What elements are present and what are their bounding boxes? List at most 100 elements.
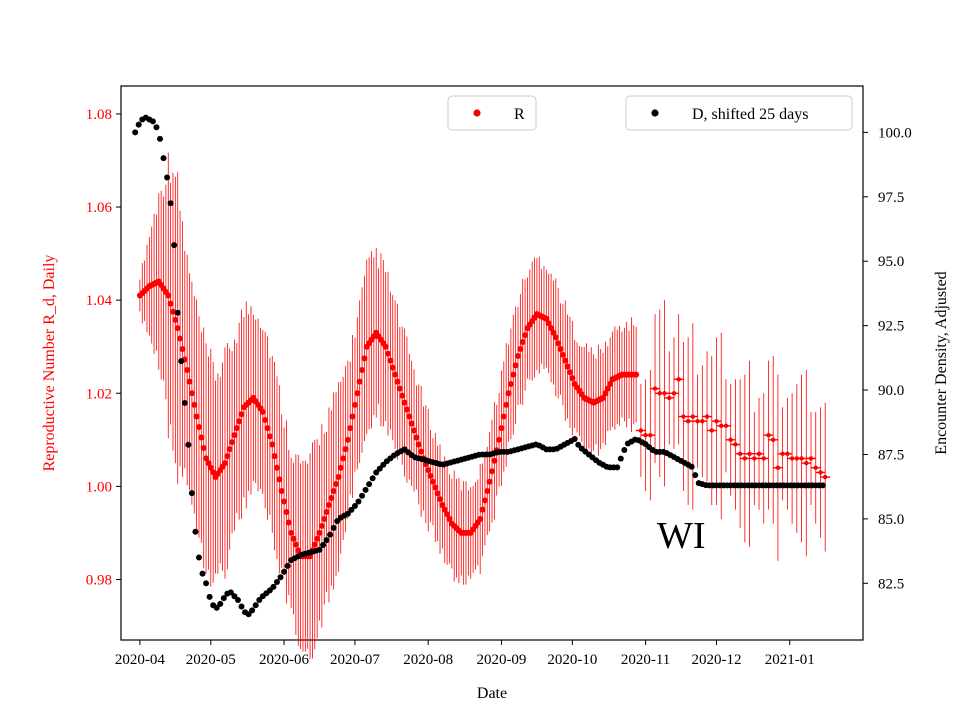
d-point xyxy=(160,155,167,162)
left-y-axis-label: Reproductive Number R_d, Daily xyxy=(41,255,58,472)
r-point xyxy=(408,420,415,427)
d-point xyxy=(234,597,241,604)
left-y-tick-label: 1.00 xyxy=(86,479,112,495)
r-point xyxy=(517,346,524,353)
r-point xyxy=(195,424,202,431)
x-tick-label: 2020-04 xyxy=(115,652,165,668)
r-point xyxy=(648,432,653,438)
x-tick-label: 2021-01 xyxy=(765,652,815,668)
d-point xyxy=(213,604,220,611)
r-point xyxy=(321,515,328,522)
x-axis-ticks: 2020-04 2020-05 2020-06 2020-07 2020-08 2020-… xyxy=(115,640,815,668)
r-point xyxy=(349,413,356,420)
left-y-tick-label: 1.08 xyxy=(86,107,112,123)
r-point xyxy=(278,488,285,495)
r-point xyxy=(747,451,752,456)
d-point xyxy=(277,574,284,581)
r-point xyxy=(481,497,488,504)
r-point xyxy=(169,308,176,315)
d-point xyxy=(199,570,206,577)
r-point xyxy=(344,436,351,443)
legend-d-label: D, shifted 25 days xyxy=(692,106,808,123)
r-point xyxy=(283,508,290,515)
x-tick-label: 2020-09 xyxy=(476,652,526,668)
x-tick-label: 2020-10 xyxy=(547,652,597,668)
r-point xyxy=(667,395,672,401)
r-point xyxy=(510,371,517,378)
r-point xyxy=(262,417,269,424)
left-y-tick-label: 1.06 xyxy=(86,200,113,216)
r-point xyxy=(415,441,422,448)
d-point xyxy=(171,242,178,249)
r-point xyxy=(505,390,512,397)
r-point xyxy=(676,377,681,382)
r-point xyxy=(323,508,330,515)
right-y-axis-ticks: 82.5 85.0 87.5 90.0 92.5 95.0 97.5 100.0 xyxy=(863,125,912,592)
r-point xyxy=(205,460,212,467)
r-point xyxy=(231,432,238,439)
r-point xyxy=(752,456,757,461)
r-point xyxy=(700,418,705,424)
d-point xyxy=(327,531,334,538)
r-point xyxy=(179,346,186,353)
r-point xyxy=(491,457,498,464)
d-point xyxy=(270,583,277,590)
d-point xyxy=(330,524,337,531)
legend-r-marker xyxy=(473,109,481,117)
d-point xyxy=(238,603,245,610)
left-y-axis-ticks: 0.98 1.00 1.02 1.04 1.06 1.08 xyxy=(86,107,121,588)
r-point xyxy=(555,340,562,347)
d-point xyxy=(252,602,259,609)
r-point xyxy=(337,464,344,471)
r-point xyxy=(522,332,529,339)
r-point xyxy=(737,451,743,456)
r-point xyxy=(446,515,453,522)
r-point xyxy=(652,386,658,391)
r-point xyxy=(638,428,644,433)
r-point xyxy=(607,380,614,387)
x-tick-label: 2020-11 xyxy=(621,652,670,668)
r-point xyxy=(347,425,354,432)
r-point xyxy=(236,418,243,425)
d-point xyxy=(571,436,578,443)
r-point xyxy=(808,456,814,461)
d-point xyxy=(369,475,376,482)
d-point xyxy=(227,589,234,596)
r-point xyxy=(766,432,771,438)
r-point xyxy=(281,498,288,505)
d-point xyxy=(188,490,195,497)
r-point xyxy=(514,353,521,360)
r-point xyxy=(356,378,363,385)
d-point xyxy=(819,482,826,489)
r-point xyxy=(427,472,434,479)
r-point xyxy=(564,363,571,370)
r-point xyxy=(566,369,573,376)
r-point xyxy=(444,511,451,518)
d-point xyxy=(323,537,330,544)
r-point xyxy=(186,378,193,385)
r-point xyxy=(172,316,179,323)
r-point xyxy=(399,392,406,399)
d-point xyxy=(153,124,160,131)
r-point xyxy=(761,456,766,461)
r-point xyxy=(314,535,321,542)
r-point xyxy=(413,434,420,441)
r-point xyxy=(432,484,439,491)
r-point xyxy=(328,495,335,502)
r-point xyxy=(569,375,576,382)
r-point xyxy=(385,350,392,357)
r-point xyxy=(418,448,425,455)
legend-d-marker xyxy=(651,109,659,117)
d-point xyxy=(192,528,199,535)
r-point xyxy=(503,401,510,408)
r-point xyxy=(496,436,503,443)
r-series-points xyxy=(136,278,831,560)
r-point xyxy=(266,433,273,440)
left-y-tick-label: 1.02 xyxy=(86,386,112,402)
r-point xyxy=(273,464,280,471)
r-point xyxy=(486,478,493,485)
legend-r-box xyxy=(447,95,537,131)
r-point xyxy=(733,442,738,447)
d-point xyxy=(281,568,288,575)
r-point xyxy=(290,535,297,542)
